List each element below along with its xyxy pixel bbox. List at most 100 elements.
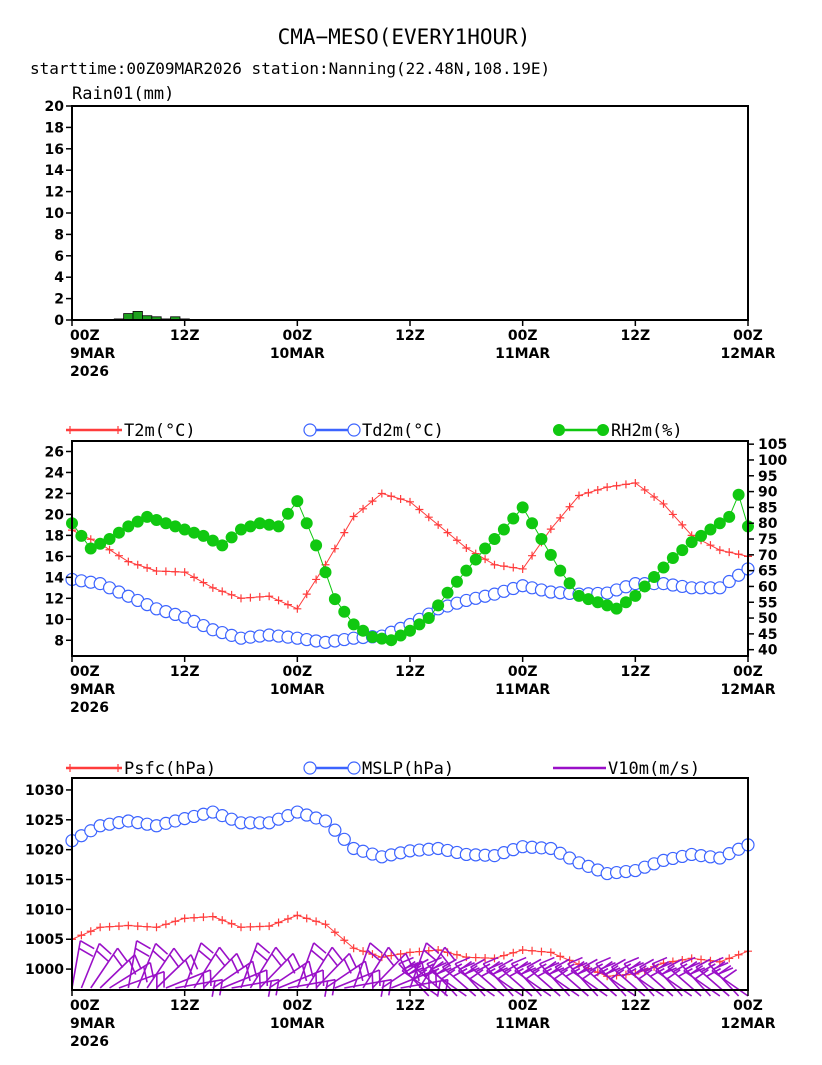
- plus-marker: [359, 947, 368, 956]
- plus-marker: [584, 488, 593, 497]
- wind-barb-feather: [327, 953, 339, 967]
- plus-marker: [396, 949, 405, 958]
- plus-marker: [321, 920, 330, 929]
- wind-barb-feather: [708, 956, 724, 965]
- x-tick-label: 12Z: [395, 664, 425, 680]
- y-tick-label: 6: [54, 249, 64, 265]
- wind-barb-feather: [525, 969, 540, 980]
- y-tick-label: 14: [45, 570, 65, 586]
- plus-marker: [415, 947, 424, 956]
- wind-barb-feather: [218, 946, 230, 961]
- plus-marker: [86, 927, 95, 936]
- y-tick-label: 26: [45, 444, 64, 460]
- wind-barb-feather: [358, 965, 364, 982]
- y-right-tick-label: 80: [758, 516, 778, 532]
- wind-barb-feather: [554, 969, 569, 980]
- wind-barb-feather: [623, 956, 640, 965]
- plus-marker: [255, 592, 264, 601]
- wind-barb-feather: [112, 954, 124, 968]
- plus-marker: [396, 495, 405, 504]
- y-tick-label: 1010: [25, 902, 64, 918]
- wind-barb-feather: [611, 958, 626, 968]
- wind-barb-feather: [425, 942, 440, 954]
- plus-marker: [66, 764, 74, 772]
- wind-barb-feather: [454, 956, 471, 965]
- plus-marker: [330, 928, 339, 937]
- plus-marker: [161, 567, 170, 576]
- y-right-tick-label: 75: [758, 532, 777, 548]
- plus-marker: [190, 913, 199, 922]
- dot-marker: [507, 512, 520, 525]
- plus-marker: [143, 563, 152, 572]
- dot-marker: [122, 520, 135, 533]
- plus-marker: [537, 947, 546, 956]
- wind-barb-feather: [598, 960, 613, 972]
- wind-barb-feather: [142, 966, 148, 983]
- plus-marker: [678, 520, 687, 529]
- wind-barb-feather: [723, 969, 738, 980]
- x-tick-label: 12MAR: [720, 682, 775, 698]
- plus-marker: [725, 954, 734, 963]
- wind-barb-feather: [680, 956, 696, 965]
- y-right-tick-label: 55: [758, 595, 777, 611]
- plus-marker: [734, 950, 743, 959]
- y-tick-label: 10: [45, 206, 65, 222]
- plus-marker: [452, 536, 461, 545]
- plus-marker: [124, 921, 133, 930]
- plus-marker: [377, 489, 386, 498]
- y-right-tick-label: 100: [758, 453, 787, 469]
- y-tick-label: 1020: [25, 843, 64, 859]
- wind-barb-feather: [429, 960, 444, 972]
- wind-barb-feather: [256, 942, 271, 954]
- wind-barb-feather: [134, 947, 150, 957]
- legend-psfc: Psfc(hPa): [124, 759, 216, 779]
- y-tick-label: 1000: [25, 962, 64, 978]
- wind-barb-feather: [610, 969, 625, 980]
- wind-barb-feather: [526, 958, 542, 968]
- wind-barb: [80, 943, 101, 989]
- circle-marker: [337, 832, 351, 846]
- y-right-tick-label: 95: [758, 469, 777, 485]
- wind-barb-feather: [173, 947, 185, 962]
- y-tick-label: 16: [45, 549, 64, 565]
- wind-barb-feather: [426, 956, 442, 965]
- plus-marker: [171, 917, 180, 926]
- wind-barb-feather: [380, 980, 385, 997]
- wind-barb-feather: [271, 953, 283, 967]
- plus-marker: [546, 525, 555, 534]
- x-tick-label: 00Z: [733, 664, 763, 680]
- wind-barb-feather: [511, 956, 527, 965]
- plus-marker: [124, 557, 133, 566]
- x-tick-label: 12Z: [621, 664, 651, 680]
- plus-marker: [349, 512, 358, 521]
- y-tick-label: 18: [45, 528, 64, 544]
- dot-marker: [544, 548, 557, 561]
- dot-marker: [131, 515, 144, 528]
- wind-barb-feather: [292, 953, 301, 969]
- wind-barb-feather: [310, 949, 324, 962]
- plus-marker: [621, 480, 630, 489]
- wind-barb-feather: [469, 969, 484, 980]
- x-tick-label: 00Z: [283, 328, 313, 344]
- y-tick-label: 22: [45, 486, 64, 502]
- wind-barb-feather: [667, 958, 683, 968]
- y-tick-label: 20: [45, 99, 65, 115]
- wind-barb-feather: [695, 958, 711, 968]
- wind-barb-feather: [531, 963, 547, 973]
- wind-barb-feather: [717, 964, 732, 976]
- wind-barb-feather: [78, 947, 94, 957]
- dot-marker: [704, 523, 717, 536]
- plus-marker: [575, 491, 583, 500]
- x-tick-label: 10MAR: [270, 1016, 325, 1032]
- dot-marker: [328, 593, 341, 606]
- plus-marker: [302, 590, 311, 599]
- wind-barb-feather: [655, 960, 670, 972]
- wind-barb-feather: [435, 964, 450, 976]
- plus-marker: [274, 596, 283, 605]
- plus-marker: [114, 426, 122, 434]
- plus-marker: [546, 948, 555, 957]
- plus-marker: [387, 951, 396, 960]
- plus-marker: [499, 562, 508, 571]
- wind-barb-feather: [371, 972, 374, 989]
- plus-marker: [237, 923, 245, 932]
